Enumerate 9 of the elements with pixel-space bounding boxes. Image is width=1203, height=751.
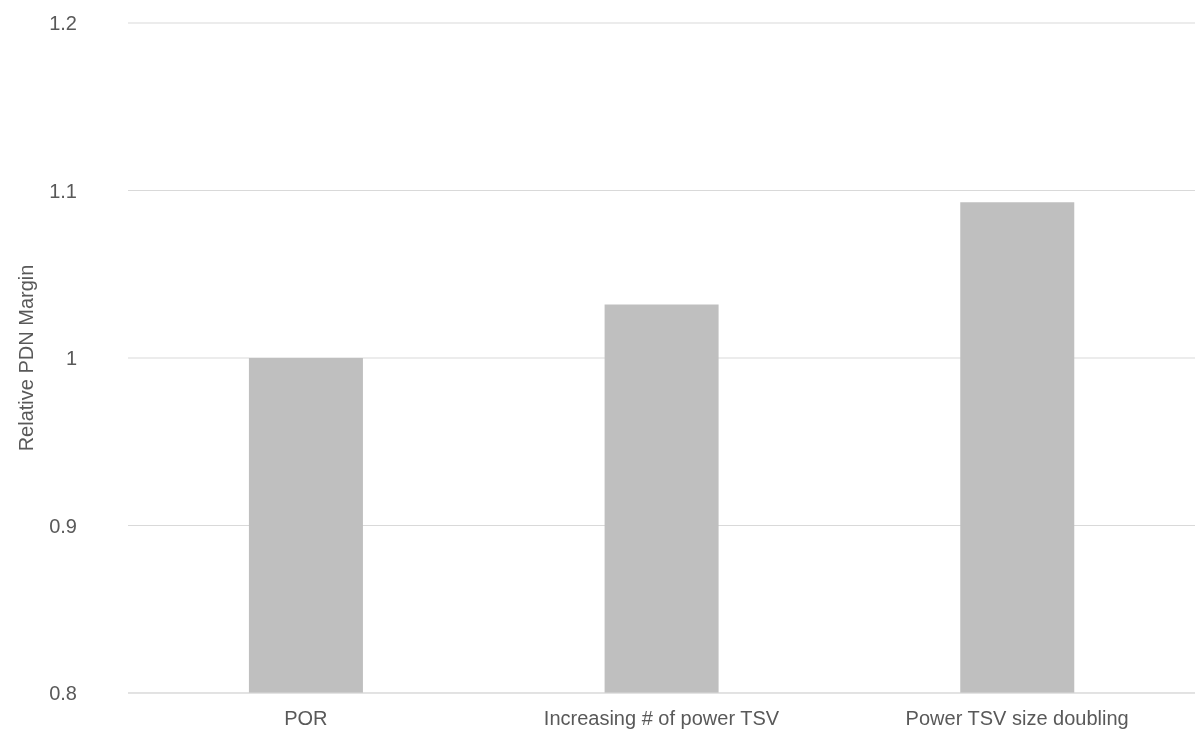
- x-tick-label: Increasing # of power TSV: [543, 707, 780, 730]
- y-tick-label: 1: [65, 347, 77, 370]
- y-tick-label: 1.1: [49, 179, 77, 202]
- y-tick-label: 1.2: [49, 12, 77, 35]
- y-axis-title: Relative PDN Margin: [15, 264, 38, 452]
- x-tick-label: POR: [284, 707, 328, 730]
- x-tick-label: Power TSV size doubling: [905, 707, 1129, 730]
- y-tick-label: 0.9: [49, 514, 77, 537]
- y-tick-label: 0.8: [49, 682, 77, 705]
